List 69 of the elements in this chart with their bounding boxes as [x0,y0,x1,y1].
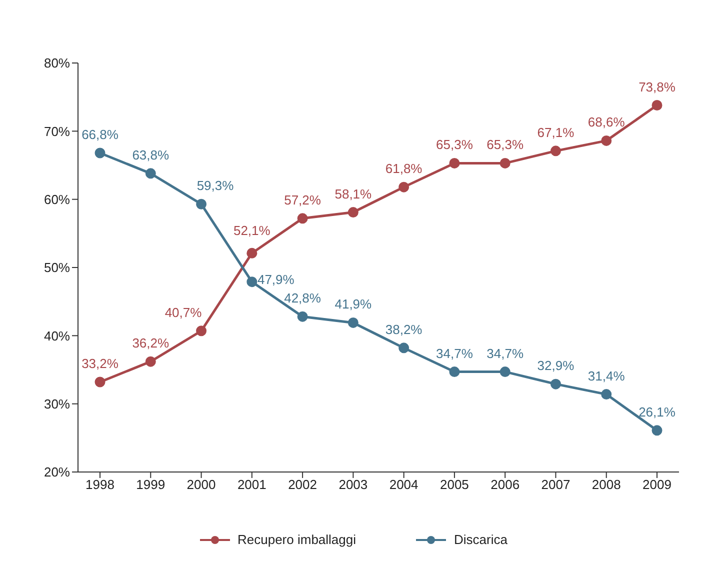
legend-label: Recupero imballaggi [238,532,356,547]
point [196,198,207,210]
legend-label: Discarica [454,532,508,547]
data-label: 61,8% [385,161,423,176]
data-label: 73,8% [638,79,676,94]
y-tick-label: 80% [44,56,70,71]
data-label: 47,9% [257,272,295,287]
data-label: 59,3% [196,178,234,194]
point [652,100,662,111]
point [652,425,662,436]
point [348,317,358,328]
data-label: 40,7% [164,304,202,320]
x-tick-label: 2001 [237,477,266,492]
point [246,276,258,288]
data-label: 41,9% [334,296,372,312]
point [449,366,460,378]
point [145,168,156,179]
point [398,182,410,192]
point [601,389,612,400]
x-tick-label: 2000 [186,477,216,492]
point [449,158,460,168]
x-tick-label: 2005 [440,477,469,492]
y-tick-label: 30% [44,396,70,412]
x-tick-label: 2003 [338,477,368,492]
point [196,326,207,336]
point [550,378,561,390]
y-tick-label: 20% [44,464,70,480]
x-tick-label: 2002 [288,477,318,492]
point [297,213,308,224]
point [145,356,156,367]
point [246,248,258,258]
y-tick-label: 50% [44,260,70,276]
data-label: 65,3% [486,137,524,152]
data-label: 26,1% [638,404,676,420]
data-label: 36,2% [132,336,170,351]
x-tick-label: 1998 [86,477,114,492]
point [94,148,106,158]
point [500,366,510,378]
data-label: 68,6% [588,114,626,130]
data-label: 52,1% [233,223,271,238]
y-tick-label: 40% [44,328,70,344]
data-label: 57,2% [284,192,322,208]
data-label: 63,8% [132,147,170,162]
point [398,342,410,354]
data-label: 34,7% [436,346,474,361]
point [601,135,612,146]
data-label: 66,8% [82,126,119,142]
data-label: 58,1% [334,186,372,202]
data-label: 31,4% [588,368,626,384]
y-tick-label: 70% [44,124,70,139]
point [297,311,308,322]
data-label: 34,7% [486,346,524,361]
x-tick-label: 2009 [642,477,672,492]
point [550,146,561,156]
x-tick-label: 2008 [592,477,621,492]
data-label: 65,3% [436,137,474,152]
point [94,376,106,388]
data-label: 32,9% [537,358,575,374]
point [500,158,510,168]
x-tick-label: 2006 [490,477,520,492]
data-label: 33,2% [82,356,119,372]
point [348,207,358,218]
y-tick-label: 60% [44,192,70,207]
data-label: 67,1% [537,124,575,140]
x-tick-label: 2007 [541,477,570,492]
data-label: 42,8% [284,290,322,306]
data-label: 38,2% [385,322,423,337]
x-tick-label: 2004 [389,477,418,492]
x-tick-label: 1999 [136,477,166,492]
